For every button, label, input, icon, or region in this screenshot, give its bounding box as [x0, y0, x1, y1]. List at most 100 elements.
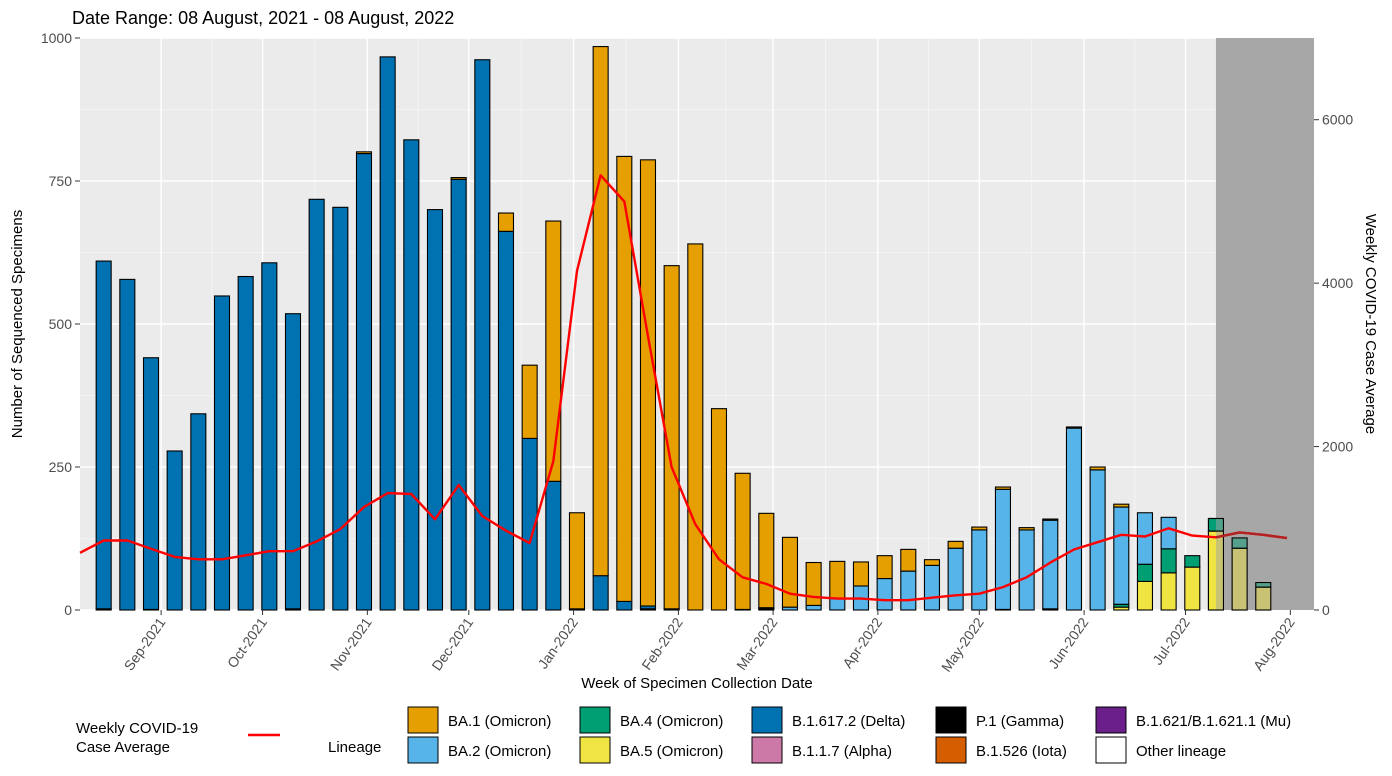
- bar-segment: [521, 364, 538, 439]
- y2-tick-label: 4000: [1322, 275, 1353, 291]
- bar-segment: [994, 486, 1012, 490]
- x-tick-label: Dec-2021: [428, 614, 476, 673]
- bar-segment: [805, 604, 822, 611]
- shaded-bar-segment: [1255, 586, 1272, 611]
- bar-segment: [947, 540, 964, 549]
- legend-swatch: [1095, 706, 1127, 734]
- bar-segment: [1184, 555, 1201, 568]
- y-tick-label: 500: [49, 316, 73, 332]
- plot-area: 0 250 500 750 1000 0 2000 4000 6000 Sep-2021 Oct-2…: [41, 30, 1354, 675]
- bar-segment: [1113, 503, 1130, 508]
- bar-segment: [1113, 506, 1130, 605]
- bar-segment: [332, 206, 349, 611]
- bar-segment: [1160, 516, 1177, 550]
- bar-segment: [971, 529, 988, 611]
- legend-swatch: [579, 706, 611, 734]
- bar-segment: [710, 408, 728, 611]
- case-average-line: [79, 174, 1288, 602]
- legend-swatch: [751, 736, 783, 764]
- bar-segment: [95, 260, 112, 610]
- legend-label: BA.5 (Omicron): [620, 743, 723, 760]
- x-tick-label: Jun-2022: [1045, 614, 1092, 671]
- legend-swatch: [1095, 736, 1127, 764]
- case-average-line-shaded: [1215, 531, 1288, 540]
- bar-segment: [994, 488, 1012, 610]
- bar-segment: [426, 209, 444, 611]
- y-tick-label: 750: [49, 173, 73, 189]
- x-tick-label: Oct-2021: [224, 614, 270, 671]
- x-tick-label: May-2022: [938, 614, 987, 674]
- shaded-bar-segment: [1207, 517, 1225, 532]
- x-tick-label: Jul-2022: [1149, 614, 1193, 667]
- x-tick-label: Nov-2021: [327, 614, 375, 673]
- bar-segment: [971, 526, 988, 531]
- bar-segment: [450, 178, 467, 611]
- bar-segment: [545, 480, 562, 611]
- x-tick-label: Feb-2022: [638, 614, 686, 672]
- legend-label: BA.2 (Omicron): [448, 743, 551, 760]
- bar-segment: [923, 559, 941, 566]
- x-tick-label: Aug-2022: [1250, 614, 1298, 673]
- y-axis-title: Number of Sequenced Specimens: [9, 210, 26, 438]
- bar-segment: [1160, 548, 1177, 574]
- bar-segment: [592, 575, 609, 611]
- legend-label: BA.1 (Omicron): [448, 713, 551, 730]
- bar-segment: [545, 220, 562, 482]
- bar-segment: [852, 561, 870, 587]
- bar-segment: [1136, 580, 1154, 611]
- legend-swatch: [407, 706, 439, 734]
- bar-segment: [119, 278, 136, 611]
- bar-segment: [284, 313, 302, 610]
- bar-segment: [213, 295, 231, 611]
- y2-tick-label: 6000: [1322, 112, 1353, 128]
- legend-fill-title: Lineage: [328, 739, 381, 756]
- bar-segment: [497, 230, 515, 611]
- bar-segment: [568, 512, 586, 610]
- legend-swatch: [579, 736, 611, 764]
- bar-segment: [1089, 466, 1106, 471]
- x-axis-title: Week of Specimen Collection Date: [581, 675, 813, 692]
- bar-segment: [403, 139, 420, 611]
- legend-label: B.1.1.7 (Alpha): [792, 743, 892, 760]
- y-tick-label: 1000: [41, 30, 72, 46]
- bar-segment: [1136, 512, 1154, 565]
- legend-label: Other lineage: [1136, 743, 1226, 760]
- legend-label: BA.4 (Omicron): [620, 713, 723, 730]
- bar-segment: [1065, 426, 1083, 429]
- bar-segment: [947, 547, 964, 611]
- bar-segment: [639, 159, 657, 607]
- bar-segment: [450, 177, 467, 180]
- legend-swatch: [407, 736, 439, 764]
- bar-segment: [355, 152, 373, 611]
- legend: Weekly COVID-19 Case Average Lineage BA.1 (…: [76, 706, 1291, 764]
- bar-segment: [687, 243, 704, 611]
- bar-segment: [1018, 527, 1035, 531]
- legend-label: B.1.617.2 (Delta): [792, 713, 905, 730]
- y-tick-label: 0: [64, 602, 72, 618]
- shaded-bar-segment: [1231, 547, 1248, 611]
- bar-segment: [190, 413, 207, 611]
- bar-segment: [308, 198, 325, 611]
- bar-segment: [900, 548, 917, 572]
- shaded-bar-segment: [1231, 537, 1248, 549]
- bar-segment: [876, 577, 893, 611]
- y-tick-label: 250: [49, 459, 73, 475]
- y2-tick-label: 2000: [1322, 439, 1353, 455]
- bar-segment: [1184, 566, 1201, 611]
- bar-segment: [497, 212, 515, 232]
- bar-segment: [876, 555, 893, 580]
- legend-swatch: [935, 736, 967, 764]
- bar-segment: [758, 512, 775, 609]
- bar-segment: [900, 570, 917, 611]
- bar-segment: [355, 151, 373, 155]
- bar-segment: [616, 155, 633, 602]
- bar-segment: [663, 265, 680, 610]
- x-tick-label: Apr-2022: [839, 614, 885, 671]
- bar-segment: [166, 450, 183, 611]
- shaded-bar-segment: [1207, 530, 1225, 611]
- bar-segment: [1018, 529, 1035, 611]
- bar-segment: [379, 56, 396, 611]
- x-tick-label: Mar-2022: [733, 614, 781, 672]
- legend-line-label: Weekly COVID-19 Case Average: [76, 720, 198, 756]
